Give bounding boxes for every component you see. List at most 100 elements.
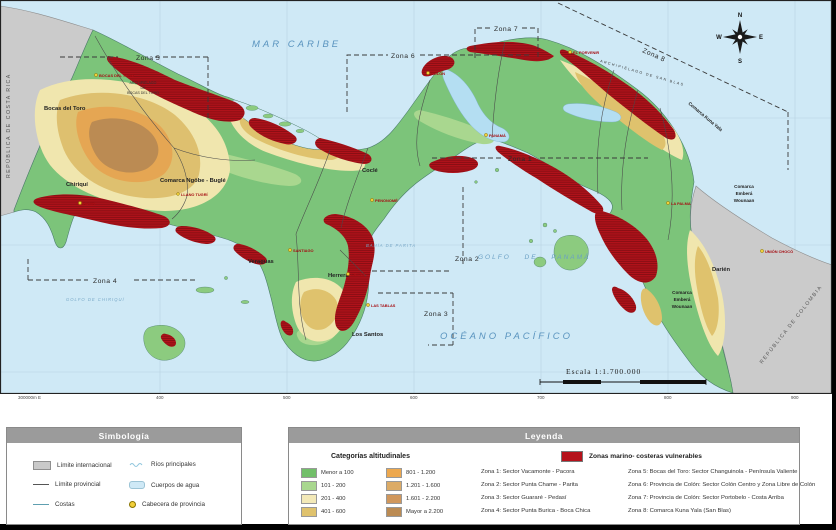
comarca-embera-s: Comarca Emberá Wounaan xyxy=(672,290,693,309)
tick-label: 500 xyxy=(283,395,291,400)
simbologia-box: Simbología Límite internacional Límite p… xyxy=(6,427,242,525)
province-los-santos: Los Santos xyxy=(352,332,383,338)
province-herrera: Herrera xyxy=(328,273,349,279)
compass-e: E xyxy=(759,35,763,41)
svg-text:BOCAS DEL TORO: BOCAS DEL TORO xyxy=(127,91,159,95)
scale-text: Escala 1:1.700.000 xyxy=(566,367,641,376)
scale-bar xyxy=(539,379,707,385)
altitude-item: Mayor a 2.200 xyxy=(386,507,443,517)
svg-text:Emberá: Emberá xyxy=(674,297,691,302)
svg-text:Wounaan: Wounaan xyxy=(734,198,755,203)
city-la-palma: LA PALMA xyxy=(671,201,691,206)
city-santiago: SANTIAGO xyxy=(293,248,314,253)
vulnerable-label: Zonas marino- costeras vulnerables xyxy=(589,453,702,460)
altitude-swatch xyxy=(386,468,402,478)
province-ngobe: Comarca Ngöbe - Buglé xyxy=(160,178,226,184)
sea-label-pacific: OCÉANO PACÍFICO xyxy=(440,331,573,342)
zone-label-6: Zona 6 xyxy=(391,53,415,60)
cabecera-swatch xyxy=(129,501,136,508)
zone-label-4: Zona 4 xyxy=(93,278,117,285)
svg-text:Comarca: Comarca xyxy=(734,184,754,189)
zone-entry-3: Zona 3: Sector Guararé - Pedasí xyxy=(481,495,567,501)
altitude-label: 401 - 600 xyxy=(321,509,346,515)
vulnerable-zones xyxy=(33,41,676,347)
leyenda-body: Categorías altitudinales Menor a 100 101… xyxy=(289,443,815,523)
legend-item-label: Ríos principales xyxy=(151,461,196,468)
legend-item-rios: Ríos principales xyxy=(129,461,196,468)
altitude-item: Menor a 100 xyxy=(301,468,354,478)
elevation-east-2 xyxy=(575,72,666,150)
tick-label: 400 xyxy=(156,395,164,400)
elevation-darien-2 xyxy=(694,246,719,336)
elevation-high-west xyxy=(89,118,159,173)
compass-s: S xyxy=(738,59,742,65)
city-penonome: PENONOMÉ xyxy=(375,198,398,203)
legend-item-label: Costas xyxy=(55,501,75,508)
altitude-label: Mayor a 2.200 xyxy=(406,509,444,515)
city-panama: PANAMÁ xyxy=(489,133,506,138)
city-las-tablas: LAS TABLAS xyxy=(371,303,396,308)
panama-map: Zona 5 Zona 6 Zona 7 Zona 8 Zona 1 Zona … xyxy=(0,0,833,395)
altitude-item: 201 - 400 xyxy=(301,494,346,504)
altitude-label: 1.201 - 1.600 xyxy=(406,483,441,489)
limite-provincial-swatch xyxy=(33,484,49,485)
svg-text:Comarca: Comarca xyxy=(672,290,692,295)
city-union-choco: UNIÓN CHOCÓ xyxy=(765,249,793,254)
simbologia-header: Simbología xyxy=(7,428,241,443)
province-veraguas: Veraguas xyxy=(248,259,274,265)
archipelago-bocas: ARCHIPIÉLAGO DE BOCAS DEL TORO xyxy=(127,80,159,95)
zone-label-7: Zona 7 xyxy=(494,26,518,33)
zone-entry-7: Zona 7: Provincia de Colón: Sector Porto… xyxy=(628,495,784,501)
city-llano-tugri: LLANO TUGRÍ xyxy=(181,192,209,197)
zone-entry-5: Zona 5: Bocas del Toro: Sector Changuino… xyxy=(628,469,798,475)
compass-n: N xyxy=(738,13,742,19)
province-borders xyxy=(94,35,673,341)
cuerpos-de-agua-swatch xyxy=(129,481,145,489)
legend-item-limite-provincial: Límite provincial xyxy=(33,481,101,488)
simbologia-body: Límite internacional Límite provincial C… xyxy=(7,443,241,523)
costas-swatch xyxy=(33,504,49,505)
tick-label: 700 xyxy=(537,395,545,400)
altitude-label: 801 - 1.200 xyxy=(406,470,436,476)
altitude-item: 1.601 - 2.200 xyxy=(386,494,440,504)
zone-entry-8: Zona 8: Comarca Kuna Yala (San Blas) xyxy=(628,508,731,514)
sea-label-caribbean: MAR CARIBE xyxy=(252,39,341,50)
tick-label: 800 xyxy=(664,395,672,400)
legend-item-label: Límite provincial xyxy=(55,481,101,488)
svg-text:Emberá: Emberá xyxy=(736,191,753,196)
svg-text:ARCHIPIÉLAGO: ARCHIPIÉLAGO xyxy=(130,80,157,85)
altitude-swatch xyxy=(301,494,317,504)
altitude-label: 201 - 400 xyxy=(321,496,346,502)
altitude-item: 801 - 1.200 xyxy=(386,468,435,478)
zone-label-5: Zona 5 xyxy=(136,55,160,62)
sea-label-parita-bay: BAHÍA DE PARITA xyxy=(366,243,416,248)
city-el-porvenir: EL PORVENIR xyxy=(573,50,599,55)
zone-lines xyxy=(27,2,789,346)
zone-label-3: Zona 3 xyxy=(424,311,448,318)
bocas-islands xyxy=(245,105,305,133)
city-david: DAVID xyxy=(83,201,95,206)
tick-label: 900 xyxy=(791,395,799,400)
altitude-item: 401 - 600 xyxy=(301,507,346,517)
legend-item-costas: Costas xyxy=(33,501,75,508)
leyenda-box: Leyenda Categorías altitudinales Menor a… xyxy=(288,427,815,525)
zone-entry-6: Zona 6: Provincia de Colón: Sector Colón… xyxy=(628,482,816,488)
legend-item-label: Cabecera de provincia xyxy=(142,501,206,508)
altitude-item: 101 - 200 xyxy=(301,481,346,491)
altitude-title: Categorías altitudinales xyxy=(331,453,410,460)
legend-item-cuerpos-agua: Cuerpos de agua xyxy=(129,481,199,489)
altitude-label: 1.601 - 2.200 xyxy=(406,496,441,502)
rios-principales-swatch xyxy=(129,462,143,467)
altitude-label: Menor a 100 xyxy=(321,470,354,476)
tick-label: 600 xyxy=(410,395,418,400)
city-bocas-del-toro: BOCAS DEL TORO xyxy=(99,73,134,78)
comarca-embera-ne: Comarca Emberá Wounaan xyxy=(734,184,755,203)
vulnerable-swatch xyxy=(561,451,583,462)
city-markers xyxy=(78,50,764,307)
zone-entry-1: Zona 1: Sector Vacamonte - Pacora xyxy=(481,469,575,475)
elevation-darien-3 xyxy=(640,288,662,326)
altitude-swatch xyxy=(386,507,402,517)
map-border xyxy=(0,0,833,395)
